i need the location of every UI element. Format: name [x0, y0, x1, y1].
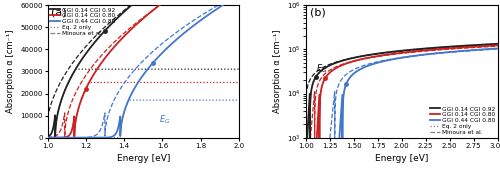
Text: $E_{G}$: $E_{G}$	[158, 113, 170, 126]
X-axis label: Energy [eV]: Energy [eV]	[375, 154, 428, 163]
Y-axis label: Absorption α [cm⁻¹]: Absorption α [cm⁻¹]	[6, 30, 15, 113]
Text: $E_{G}$: $E_{G}$	[316, 62, 327, 75]
Text: (b): (b)	[310, 8, 326, 18]
Text: (a): (a)	[52, 8, 67, 18]
Y-axis label: Absorption α [cm⁻¹]: Absorption α [cm⁻¹]	[273, 30, 282, 113]
Legend: GGI 0.14 CGI 0.92, GGI 0.14 CGI 0.80, GGI 0.44 CGI 0.80, Eq. 2 only, Minoura et : GGI 0.14 CGI 0.92, GGI 0.14 CGI 0.80, GG…	[49, 7, 116, 37]
Legend: GGI 0.14 CGI 0.92, GGI 0.14 CGI 0.80, GGI 0.44 CGI 0.80, Eq. 2 only, Minoura et : GGI 0.14 CGI 0.92, GGI 0.14 CGI 0.80, GG…	[429, 106, 496, 136]
X-axis label: Energy [eV]: Energy [eV]	[116, 154, 170, 163]
